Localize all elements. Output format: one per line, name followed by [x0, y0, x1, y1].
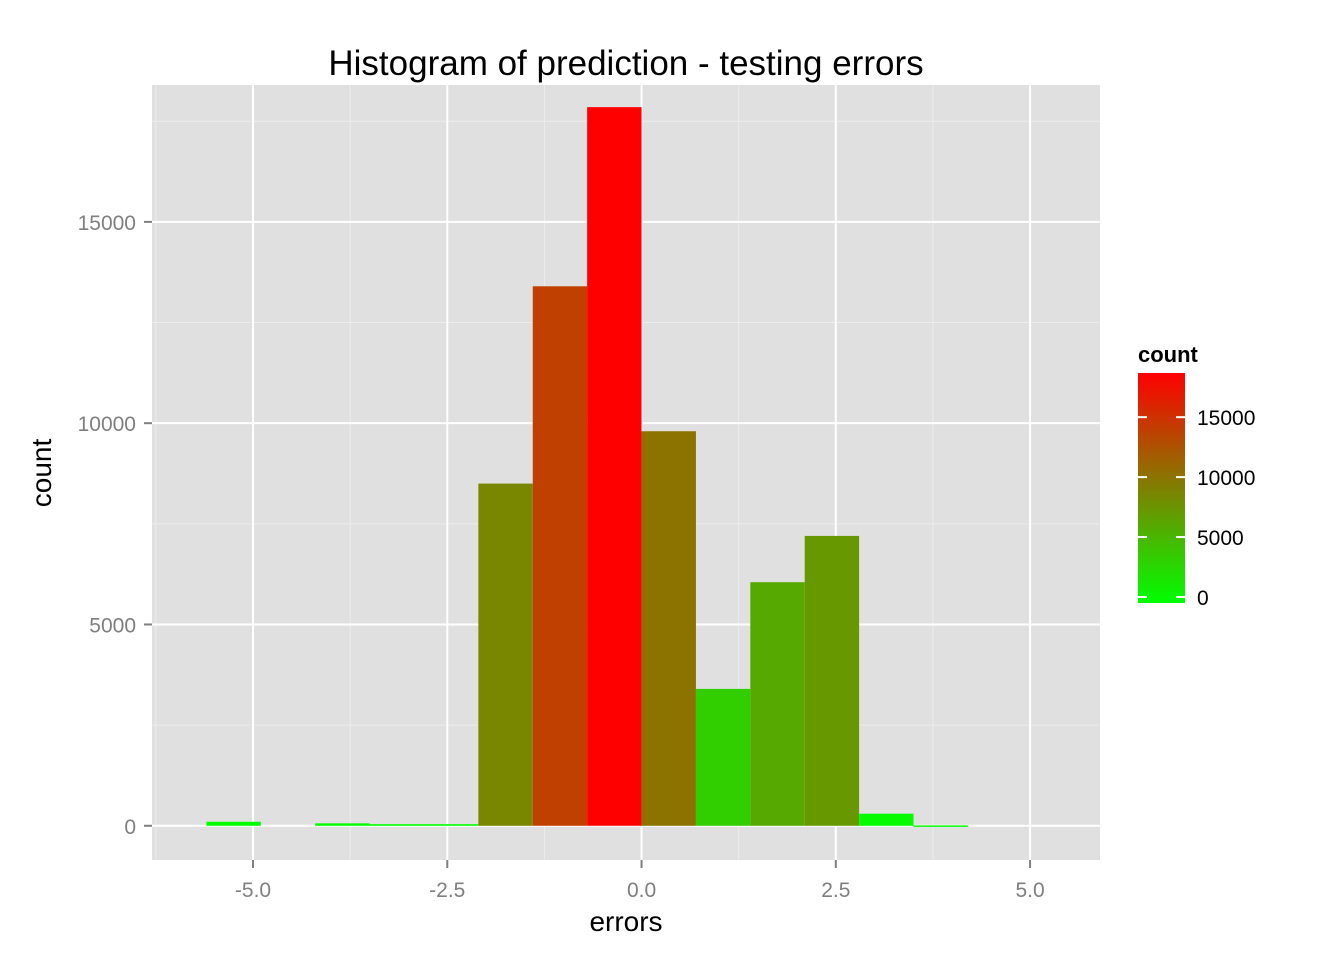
chart-title: Histogram of prediction - testing errors [328, 44, 923, 83]
x-tick-label: 0.0 [627, 879, 656, 902]
legend-tick-label: 15000 [1197, 407, 1255, 430]
legend-title: count [1138, 342, 1199, 367]
histogram-bar [587, 107, 642, 826]
legend-tick-label: 0 [1197, 587, 1209, 610]
histogram-bar [913, 825, 968, 827]
y-tick-label: 0 [124, 816, 136, 839]
legend-tick-label: 5000 [1197, 527, 1244, 550]
histogram-bar [206, 821, 261, 826]
histogram-bar [532, 286, 588, 826]
histogram-bar [369, 824, 424, 826]
histogram-bars [206, 107, 968, 827]
histogram-bar [423, 824, 479, 826]
histogram-bar [695, 688, 751, 826]
legend-colorbar [1138, 373, 1185, 603]
y-axis-ticks: 0 5000 10000 15000 [78, 212, 152, 839]
y-tick-label: 5000 [89, 614, 136, 637]
histogram-bar [804, 535, 860, 826]
x-tick-label: -2.5 [429, 879, 465, 902]
histogram-bar [641, 431, 696, 826]
y-tick-label: 15000 [78, 212, 136, 235]
histogram-bar [315, 823, 370, 826]
x-axis-title: errors [589, 906, 662, 937]
y-axis-title: count [26, 439, 57, 508]
x-tick-label: 5.0 [1015, 879, 1044, 902]
histogram-bar [859, 813, 914, 826]
x-tick-label: 2.5 [821, 879, 850, 902]
x-tick-label: -5.0 [235, 879, 271, 902]
legend-tick-label: 10000 [1197, 467, 1255, 490]
x-axis-ticks: -5.0 -2.5 0.0 2.5 5.0 [235, 860, 1045, 902]
legend: count 0 5000 10000 15000 [1138, 342, 1255, 610]
legend-ticks: 0 5000 10000 15000 [1138, 407, 1255, 610]
y-tick-label: 10000 [78, 413, 136, 436]
histogram-bar [750, 582, 805, 826]
histogram-bar [478, 483, 533, 826]
